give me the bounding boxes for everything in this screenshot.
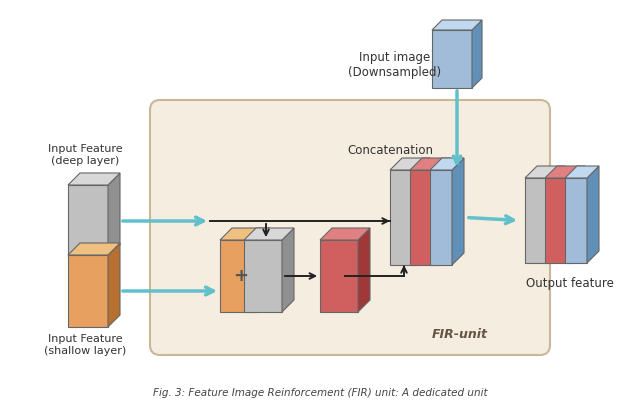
Polygon shape — [418, 158, 430, 265]
Polygon shape — [573, 166, 585, 263]
Text: FIR-unit: FIR-unit — [432, 328, 488, 341]
Text: Input Feature
(deep layer): Input Feature (deep layer) — [48, 144, 122, 166]
Polygon shape — [108, 173, 120, 257]
Polygon shape — [320, 228, 370, 240]
Text: Concatenation: Concatenation — [347, 143, 433, 156]
Polygon shape — [320, 240, 358, 312]
Polygon shape — [410, 158, 450, 170]
Polygon shape — [525, 178, 553, 263]
Polygon shape — [525, 166, 565, 178]
Polygon shape — [430, 158, 464, 170]
Polygon shape — [68, 185, 108, 257]
Polygon shape — [358, 228, 370, 312]
Text: Output feature: Output feature — [526, 277, 614, 290]
Polygon shape — [68, 243, 120, 255]
FancyBboxPatch shape — [150, 100, 550, 355]
Polygon shape — [68, 255, 108, 327]
Text: Fig. 3: Feature Image Reinforcement (FIR) unit: A dedicated unit: Fig. 3: Feature Image Reinforcement (FIR… — [153, 388, 487, 398]
Polygon shape — [553, 166, 565, 263]
Polygon shape — [244, 240, 282, 312]
Polygon shape — [68, 173, 120, 185]
Polygon shape — [258, 228, 270, 312]
Polygon shape — [452, 158, 464, 265]
Polygon shape — [565, 178, 587, 263]
Polygon shape — [220, 240, 258, 312]
Polygon shape — [565, 166, 599, 178]
Text: +: + — [234, 267, 248, 285]
Polygon shape — [545, 166, 585, 178]
Polygon shape — [244, 228, 294, 240]
Polygon shape — [432, 20, 482, 30]
Polygon shape — [220, 228, 270, 240]
Polygon shape — [472, 20, 482, 88]
Polygon shape — [108, 243, 120, 327]
Polygon shape — [390, 170, 418, 265]
Polygon shape — [438, 158, 450, 265]
Polygon shape — [390, 158, 430, 170]
Polygon shape — [432, 30, 472, 88]
Polygon shape — [410, 170, 438, 265]
Polygon shape — [587, 166, 599, 263]
Text: Input image
(Downsampled): Input image (Downsampled) — [348, 51, 442, 79]
Polygon shape — [545, 178, 573, 263]
Text: Input Feature
(shallow layer): Input Feature (shallow layer) — [44, 334, 126, 356]
Polygon shape — [430, 170, 452, 265]
Polygon shape — [282, 228, 294, 312]
